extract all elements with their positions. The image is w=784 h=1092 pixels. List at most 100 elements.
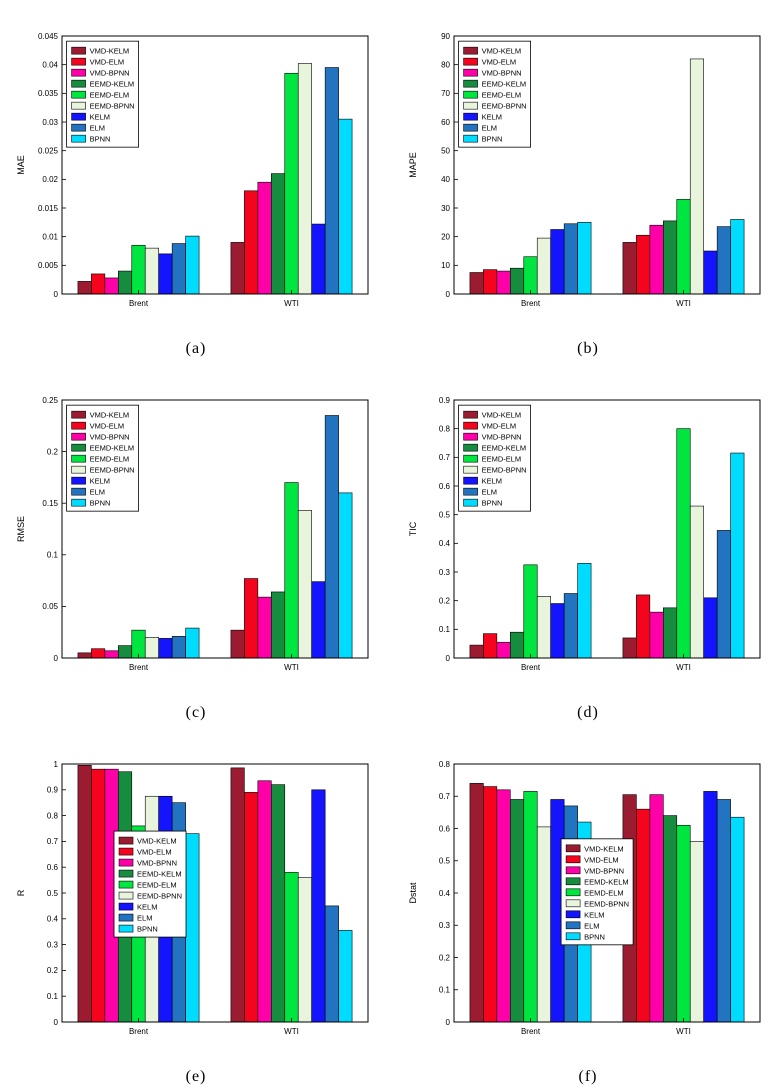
bars-group <box>469 58 745 295</box>
legend: VMD-KELM VMD-ELM VMD-BPNN EEMD-KELM EEMD-ELM… <box>458 40 531 148</box>
bar-eemd-bpnn-wti <box>297 510 312 659</box>
bar-bpnn-wti <box>730 219 745 295</box>
bar-bpnn-wti <box>338 930 353 1023</box>
y-tick-label: 0 <box>446 1018 451 1027</box>
legend-label: EEMD-ELM <box>90 455 130 464</box>
legend-swatch-kelm <box>463 112 478 121</box>
y-tick-label: 0.8 <box>47 811 59 820</box>
bar-elm-wti <box>324 67 339 295</box>
bar-eemd-bpnn-wti <box>689 58 704 295</box>
legend: VMD-KELM VMD-ELM VMD-BPNN EEMD-KELM EEMD-ELM… <box>560 838 634 946</box>
legend: VMD-KELM VMD-ELM VMD-BPNN EEMD-KELM EEMD-ELM… <box>66 404 139 512</box>
legend-label: EEMD-BPNN <box>482 102 527 111</box>
bar-kelm-wti <box>703 597 718 659</box>
y-tick-label: 0.5 <box>47 889 59 898</box>
bar-eemd-elm-wti <box>676 428 691 659</box>
bar-bpnn-brent <box>577 563 592 659</box>
bar-eemd-elm-wti <box>284 872 299 1023</box>
plot-border <box>453 399 761 659</box>
plot-border <box>61 763 369 1023</box>
legend-label: ELM <box>137 914 152 923</box>
legend-swatch-eemd-kelm <box>565 877 581 886</box>
bar-vmd-bpnn-wti <box>649 611 664 659</box>
y-tick-label: 30 <box>441 204 450 213</box>
bar-vmd-bpnn-wti <box>649 794 664 1023</box>
bar-chart-dstat: 0 0.1 0.2 0.3 0.4 0.5 0.6 0.7 0.8 Dstat Brent WTI VM… <box>402 754 774 1056</box>
bar-bpnn-wti <box>338 118 353 295</box>
bar-elm-wti <box>716 530 731 659</box>
y-tick-label: 0.7 <box>439 792 451 801</box>
y-tick-label: 0.3 <box>439 921 451 930</box>
bar-eemd-elm-wti <box>284 72 299 295</box>
bar-chart-mae: 0 0.005 0.01 0.015 0.02 0.025 0.03 0.035 0.04 0.0… <box>10 26 382 328</box>
legend-label: VMD-BPNN <box>137 859 177 868</box>
legend-label: VMD-ELM <box>90 422 125 431</box>
legend-label: VMD-ELM <box>137 848 172 857</box>
legend-label: VMD-ELM <box>584 855 619 864</box>
y-tick-label: 0.05 <box>42 602 58 611</box>
legend-swatch-elm <box>463 487 478 496</box>
legend-label: VMD-ELM <box>482 422 517 431</box>
bar-bpnn-brent <box>577 222 592 295</box>
bar-kelm-brent <box>550 603 565 659</box>
y-tick-label: 0.7 <box>439 453 451 462</box>
plot-border <box>61 35 369 295</box>
bar-vmd-kelm-brent <box>77 652 92 659</box>
bar-chart-r: 0 0.1 0.2 0.3 0.4 0.5 0.6 0.7 0.8 0.9 1 R Brent WTI VM… <box>10 754 382 1056</box>
bar-eemd-bpnn-wti <box>689 505 704 659</box>
bar-kelm-wti <box>311 581 326 659</box>
legend-label: VMD-BPNN <box>482 433 522 442</box>
x-tick-label: Brent <box>521 663 541 672</box>
y-tick-label: 0.2 <box>47 447 59 456</box>
legend-label: VMD-ELM <box>482 58 517 67</box>
legend-swatch-eemd-elm <box>71 90 86 99</box>
chart-svg: 0 0.005 0.01 0.015 0.02 0.025 0.03 0.035 0.04 0.0… <box>16 32 369 308</box>
y-tick-label: 1 <box>54 760 59 769</box>
legend-swatch-eemd-elm <box>463 90 478 99</box>
legend-swatch-elm <box>565 921 581 930</box>
legend-swatch-eemd-bpnn <box>463 101 478 110</box>
bars-group <box>77 63 353 295</box>
legend-label: VMD-KELM <box>482 411 522 420</box>
legend-label: VMD-BPNN <box>90 69 130 78</box>
legend-label: VMD-KELM <box>584 844 624 853</box>
bar-kelm-wti <box>703 250 718 295</box>
legend-swatch-vmd-bpnn <box>463 432 478 441</box>
legend-label: EEMD-KELM <box>482 80 527 89</box>
legend-label: EEMD-BPNN <box>482 466 527 475</box>
legend: VMD-KELM VMD-ELM VMD-BPNN EEMD-KELM EEMD-ELM… <box>66 40 139 148</box>
legend-label: BPNN <box>482 499 503 508</box>
y-tick-label: 0.04 <box>42 60 58 69</box>
y-tick-label: 0.1 <box>439 986 451 995</box>
legend-swatch-kelm <box>565 910 581 919</box>
legend-swatch-vmd-bpnn <box>118 858 134 867</box>
y-tick-label: 0.025 <box>38 146 59 155</box>
legend-label: KELM <box>90 477 110 486</box>
panel-caption: (e) <box>185 1068 207 1085</box>
legend-swatch-vmd-kelm <box>463 46 478 55</box>
y-tick-label: 0.045 <box>38 32 59 41</box>
legend-swatch-eemd-bpnn <box>463 465 478 474</box>
y-tick-label: 0.03 <box>42 118 58 127</box>
bar-vmd-bpnn-brent <box>496 641 511 659</box>
y-tick-label: 20 <box>441 232 450 241</box>
chart-svg: 0 0.1 0.2 0.3 0.4 0.5 0.6 0.7 0.8 0.9 1 R Brent WTI VM… <box>16 760 369 1036</box>
y-tick-label: 80 <box>441 60 450 69</box>
y-axis-label: Dstat <box>408 882 418 904</box>
bar-vmd-elm-wti <box>244 792 259 1023</box>
bar-vmd-kelm-wti <box>230 242 245 295</box>
bar-vmd-elm-wti <box>636 808 651 1023</box>
legend-swatch-bpnn <box>71 134 86 143</box>
legend-label: ELM <box>90 488 105 497</box>
legend-swatch-eemd-bpnn <box>118 891 134 900</box>
y-tick-label: 0.9 <box>439 396 451 405</box>
legend-swatch-eemd-elm <box>463 454 478 463</box>
bar-eemd-bpnn-brent <box>536 826 551 1023</box>
y-axis-label: R <box>16 889 26 896</box>
bar-vmd-bpnn-brent <box>496 789 511 1023</box>
bar-elm-wti <box>324 415 339 659</box>
y-tick-label: 40 <box>441 175 450 184</box>
bar-kelm-wti <box>311 223 326 295</box>
bar-vmd-bpnn-wti <box>257 780 272 1023</box>
